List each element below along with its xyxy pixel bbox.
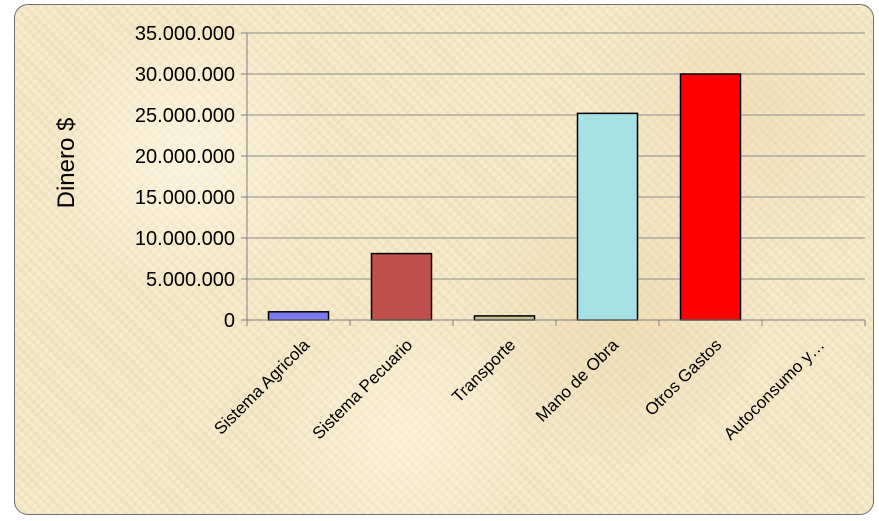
axes (241, 32, 866, 326)
y-axis-label: Dinero $ (53, 118, 80, 209)
y-tick-label: 15.000.000 (135, 187, 235, 209)
gridlines (247, 32, 865, 280)
y-tick-labels: 0 5.000.000 10.000.000 15.000.000 20.000.000… (135, 23, 235, 332)
bar (267, 311, 330, 321)
bar (679, 73, 742, 321)
bar (370, 252, 433, 321)
x-tick-label: Mano de Obra (532, 335, 623, 426)
y-tick-label: 10.000.000 (135, 228, 235, 250)
bar (576, 112, 639, 321)
y-tick-label: 25.000.000 (135, 105, 235, 127)
y-tick-label: 35.000.000 (135, 23, 235, 45)
x-tick-label: Sistema Pecuario (309, 335, 417, 443)
y-tick-label: 20.000.000 (135, 146, 235, 168)
x-tick-label: Autoconsumo y… (720, 335, 828, 443)
y-tick-label: 30.000.000 (135, 64, 235, 86)
bar (473, 315, 536, 321)
x-tick-label: Sistema Agricola (210, 335, 313, 438)
y-tick-label: 5.000.000 (146, 269, 235, 291)
x-tick-label: Transporte (448, 335, 519, 406)
bars (267, 73, 742, 321)
x-tick-label: Otros Gastos (641, 335, 725, 419)
y-tick-label: 0 (224, 310, 235, 332)
